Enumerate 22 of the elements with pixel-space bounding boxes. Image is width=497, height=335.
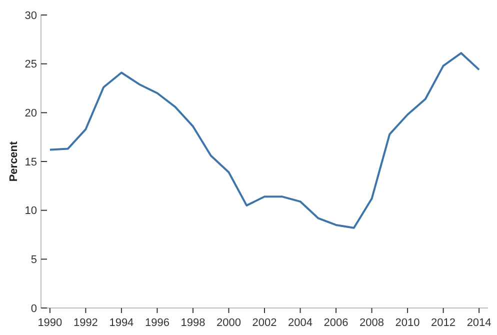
x-tick-label: 2000	[216, 317, 241, 329]
y-tick-label: 30	[24, 10, 37, 22]
x-tick-label: 1992	[73, 317, 98, 329]
y-tick-label: 25	[24, 58, 37, 71]
x-tick-label: 1998	[180, 317, 206, 329]
x-tick-label: 2008	[360, 317, 384, 329]
x-tick-label: 2010	[395, 317, 420, 329]
y-axis-title: Percent	[8, 140, 20, 182]
y-tick-label: 0	[30, 302, 37, 315]
y-tick-label: 20	[24, 108, 37, 120]
x-tick-label: 2014	[466, 317, 492, 329]
x-tick-label: 1994	[109, 317, 134, 329]
x-tick-label: 1990	[38, 317, 62, 329]
y-tick-label: 15	[24, 156, 37, 168]
x-tick-label: 2012	[431, 317, 456, 329]
y-tick-label: 5	[30, 254, 37, 266]
y-tick-label: 10	[24, 205, 37, 218]
x-tick-label: 2002	[252, 317, 277, 329]
x-tick-label: 2006	[324, 317, 348, 329]
x-tick-label: 2004	[288, 317, 312, 329]
line-series	[48, 52, 480, 229]
x-tick-label: 1996	[144, 317, 170, 329]
